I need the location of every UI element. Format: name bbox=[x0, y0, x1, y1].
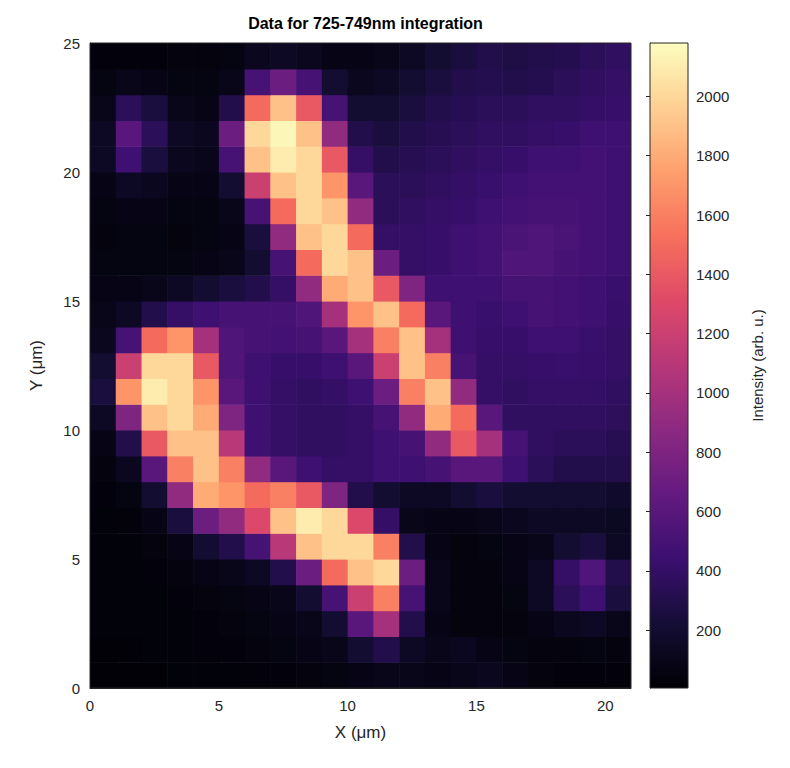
svg-text:1000: 1000 bbox=[696, 384, 729, 401]
svg-text:10: 10 bbox=[339, 697, 356, 714]
svg-text:Y (μm): Y (μm) bbox=[27, 340, 46, 391]
svg-text:5: 5 bbox=[72, 551, 80, 568]
svg-text:Data for 725-749nm integration: Data for 725-749nm integration bbox=[248, 15, 483, 32]
svg-text:Intensity (arb. u.): Intensity (arb. u.) bbox=[749, 309, 766, 422]
svg-text:20: 20 bbox=[63, 164, 80, 181]
svg-text:20: 20 bbox=[597, 697, 614, 714]
svg-text:800: 800 bbox=[696, 444, 721, 461]
svg-text:0: 0 bbox=[72, 680, 80, 697]
svg-text:5: 5 bbox=[215, 697, 223, 714]
svg-text:1600: 1600 bbox=[696, 207, 729, 224]
svg-text:1800: 1800 bbox=[696, 147, 729, 164]
svg-text:600: 600 bbox=[696, 503, 721, 520]
svg-text:1200: 1200 bbox=[696, 325, 729, 342]
svg-text:X (μm): X (μm) bbox=[335, 723, 386, 742]
svg-text:200: 200 bbox=[696, 622, 721, 639]
svg-text:400: 400 bbox=[696, 562, 721, 579]
svg-text:15: 15 bbox=[63, 293, 80, 310]
svg-text:0: 0 bbox=[86, 697, 94, 714]
svg-text:1400: 1400 bbox=[696, 266, 729, 283]
svg-text:2000: 2000 bbox=[696, 88, 729, 105]
svg-text:25: 25 bbox=[63, 35, 80, 52]
svg-text:10: 10 bbox=[63, 422, 80, 439]
svg-text:15: 15 bbox=[468, 697, 485, 714]
